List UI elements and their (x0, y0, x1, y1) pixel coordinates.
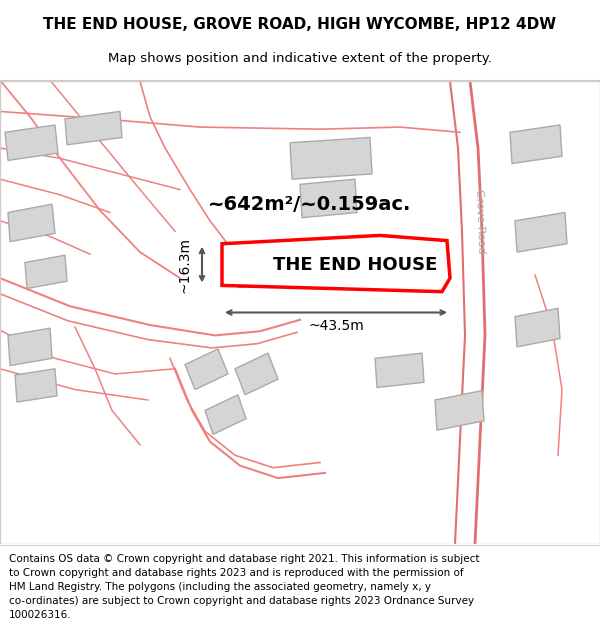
Polygon shape (25, 255, 67, 289)
Polygon shape (65, 111, 122, 145)
Polygon shape (5, 125, 58, 161)
Polygon shape (8, 204, 55, 242)
Text: THE END HOUSE: THE END HOUSE (273, 256, 437, 274)
Polygon shape (510, 125, 562, 164)
Text: ~16.3m: ~16.3m (177, 237, 191, 292)
Polygon shape (515, 213, 567, 252)
Text: Map shows position and indicative extent of the property.: Map shows position and indicative extent… (108, 52, 492, 65)
Text: to Crown copyright and database rights 2023 and is reproduced with the permissio: to Crown copyright and database rights 2… (9, 568, 464, 578)
Text: Grove Road: Grove Road (474, 188, 486, 253)
Polygon shape (235, 353, 278, 395)
Polygon shape (435, 391, 484, 430)
Polygon shape (375, 353, 424, 388)
Text: 100026316.: 100026316. (9, 611, 71, 621)
Text: HM Land Registry. The polygons (including the associated geometry, namely x, y: HM Land Registry. The polygons (includin… (9, 582, 431, 592)
Polygon shape (237, 256, 280, 288)
Polygon shape (205, 395, 246, 434)
Text: THE END HOUSE, GROVE ROAD, HIGH WYCOMBE, HP12 4DW: THE END HOUSE, GROVE ROAD, HIGH WYCOMBE,… (43, 17, 557, 32)
Text: ~642m²/~0.159ac.: ~642m²/~0.159ac. (208, 194, 412, 214)
Text: Contains OS data © Crown copyright and database right 2021. This information is : Contains OS data © Crown copyright and d… (9, 554, 479, 564)
Polygon shape (8, 328, 52, 366)
Polygon shape (222, 236, 450, 292)
Text: ~43.5m: ~43.5m (308, 319, 364, 333)
Polygon shape (15, 369, 57, 402)
Polygon shape (290, 138, 372, 179)
Polygon shape (300, 179, 357, 218)
Polygon shape (515, 308, 560, 347)
Text: co-ordinates) are subject to Crown copyright and database rights 2023 Ordnance S: co-ordinates) are subject to Crown copyr… (9, 596, 474, 606)
Polygon shape (185, 349, 228, 389)
